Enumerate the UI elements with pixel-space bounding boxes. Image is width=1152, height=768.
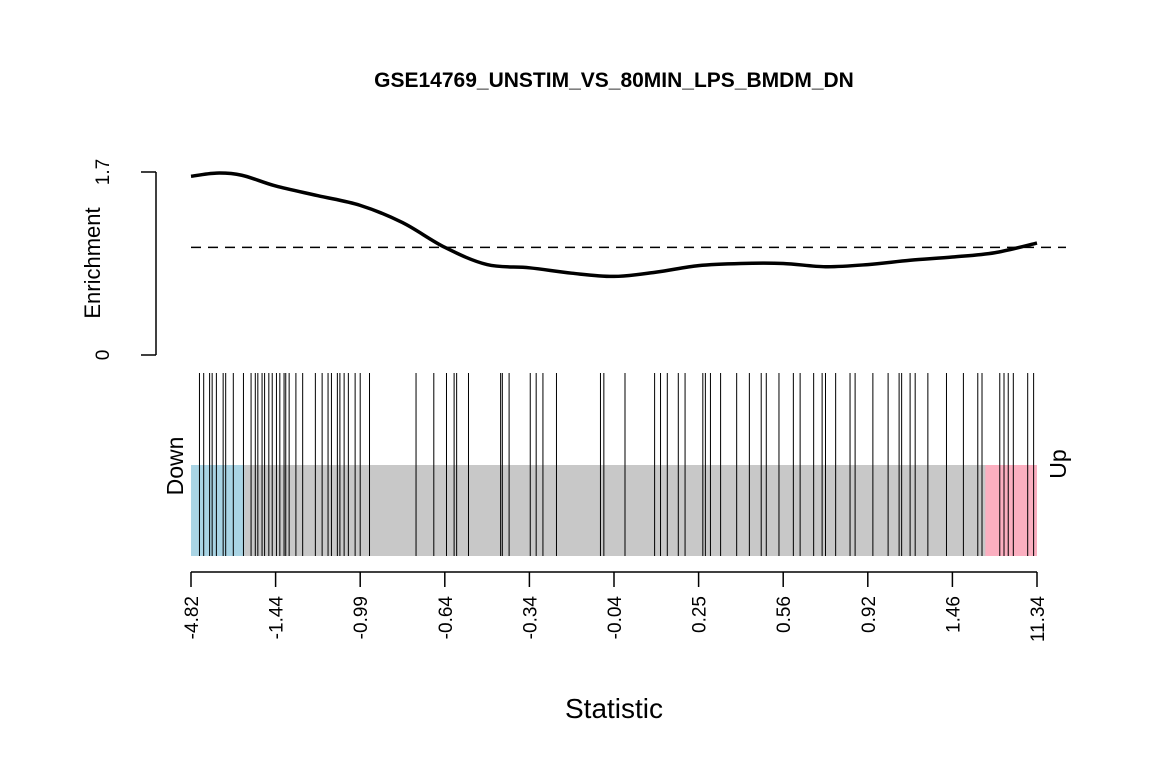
- x-tick-label: -4.82: [182, 596, 203, 639]
- down-label: Down: [162, 437, 188, 496]
- chart-title: GSE14769_UNSTIM_VS_80MIN_LPS_BMDM_DN: [374, 69, 854, 92]
- y-axis-label: Enrichment: [80, 207, 105, 318]
- x-tick-label: 0.92: [859, 596, 880, 633]
- x-tick-label: 0.56: [774, 596, 795, 633]
- y-tick-label-bottom: 0: [93, 350, 114, 361]
- barcode-panel: Down Up: [162, 373, 1071, 556]
- up-region: [985, 465, 1037, 556]
- x-tick-label: 1.46: [943, 596, 964, 633]
- x-tick-label: -1.44: [267, 596, 288, 640]
- x-tick-label: 11.34: [1028, 596, 1049, 643]
- x-axis: -4.82 -1.44 -0.99 -0.64 -0.34 -0.04 0.25 0.56 0.…: [182, 571, 1049, 724]
- x-axis-label: Statistic: [565, 693, 663, 724]
- x-tick-label: -0.04: [605, 596, 626, 640]
- y-tick-label-top: 1.7: [93, 159, 114, 185]
- x-tick-label: -0.34: [520, 596, 541, 640]
- up-label: Up: [1045, 449, 1071, 478]
- x-tick-label: 0.25: [690, 596, 711, 633]
- x-tick-label: -0.99: [351, 596, 372, 639]
- middle-region: [191, 465, 1037, 556]
- x-tick-label: -0.64: [436, 596, 457, 640]
- enrichment-panel: 1.7 0 Enrichment: [80, 159, 1066, 361]
- enrichment-curve: [190, 171, 1038, 279]
- barcode-lines: [198, 373, 1035, 556]
